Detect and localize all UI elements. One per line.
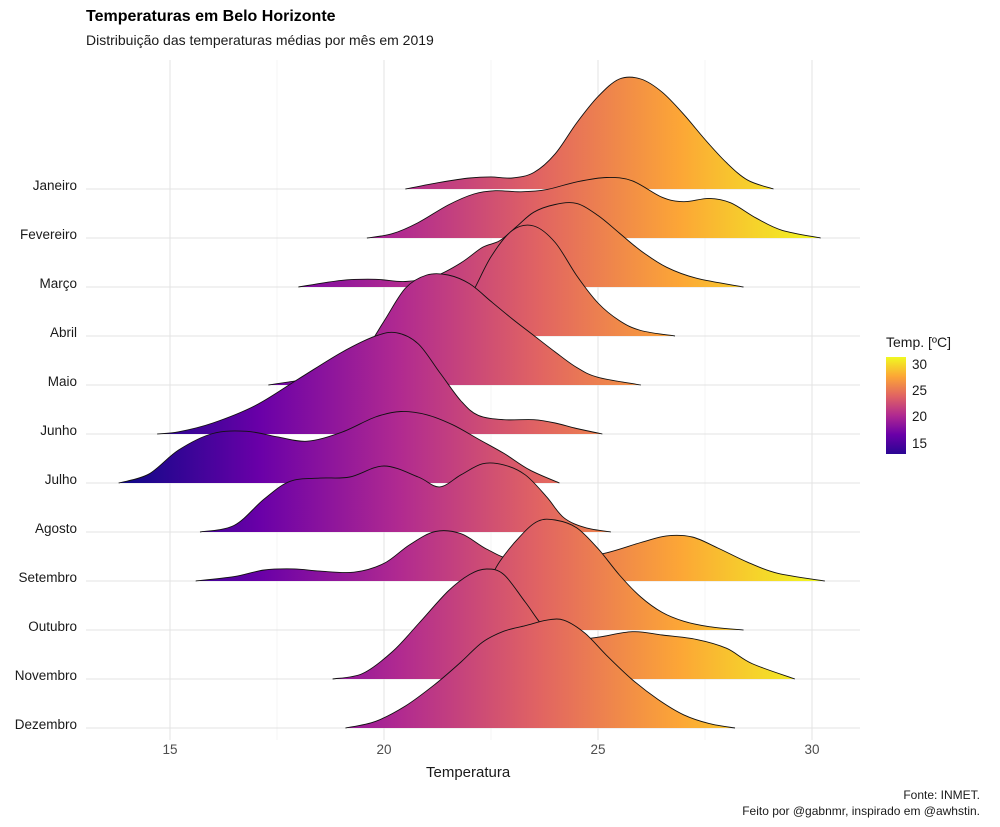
ridge-outline-agosto (199, 462, 611, 533)
x-tick-label: 20 (376, 742, 391, 757)
ridge-janeiro (405, 77, 774, 189)
x-tick-label: 15 (162, 742, 177, 757)
ridge-outline-dezembro (345, 618, 736, 729)
caption-source: Fonte: INMET. (903, 788, 980, 802)
ridge-outline-novembro (332, 568, 796, 680)
legend-tick-label: 30 (912, 357, 928, 372)
ridge-outline-março (298, 202, 744, 288)
ridge-dezembro (345, 618, 735, 728)
y-tick-label: Novembro (14, 668, 77, 683)
ridge-outline-julho (118, 410, 560, 484)
x-axis-title: Temperatura (426, 764, 511, 781)
ridge-julho (118, 411, 560, 483)
y-tick-label: Outubro (28, 619, 77, 634)
legend-tick-label: 20 (912, 409, 928, 424)
ridge-outline-junho (157, 331, 603, 435)
caption-credit: Feito por @gabnmr, inspirado em @awhstin… (742, 804, 980, 818)
ridge-outline-fevereiro (366, 176, 821, 239)
legend-title: Temp. [ºC] (886, 334, 952, 350)
y-tick-label: Dezembro (14, 717, 77, 732)
legend-tick-label: 25 (912, 383, 928, 398)
y-tick-label: Julho (44, 472, 77, 487)
ridge-outline-setembro (195, 530, 825, 582)
chart-subtitle: Distribuição das temperaturas médias por… (86, 32, 434, 48)
x-tick-label: 25 (590, 742, 605, 757)
ridge-agosto (200, 462, 611, 532)
ridges (118, 76, 825, 729)
x-tick-label: 30 (804, 742, 819, 757)
y-tick-label: Abril (49, 325, 77, 340)
y-tick-label: Setembro (18, 570, 77, 585)
ridge-outline-janeiro (405, 76, 774, 190)
legend-colorbar (886, 357, 906, 454)
y-tick-label: Maio (47, 374, 77, 389)
y-tick-label: Fevereiro (19, 227, 77, 242)
y-tick-label: Março (39, 276, 77, 291)
y-tick-label: Agosto (34, 521, 77, 536)
ridge-junho (157, 332, 603, 434)
legend-tick-label: 15 (912, 436, 928, 451)
ridge-novembro (332, 569, 795, 679)
chart-title: Temperaturas em Belo Horizonte (86, 8, 336, 25)
y-tick-label: Junho (40, 423, 77, 438)
y-tick-label: Janeiro (32, 178, 77, 193)
x-tick-labels: 15 20 25 30 (162, 742, 819, 757)
ridge-setembro (195, 530, 825, 581)
